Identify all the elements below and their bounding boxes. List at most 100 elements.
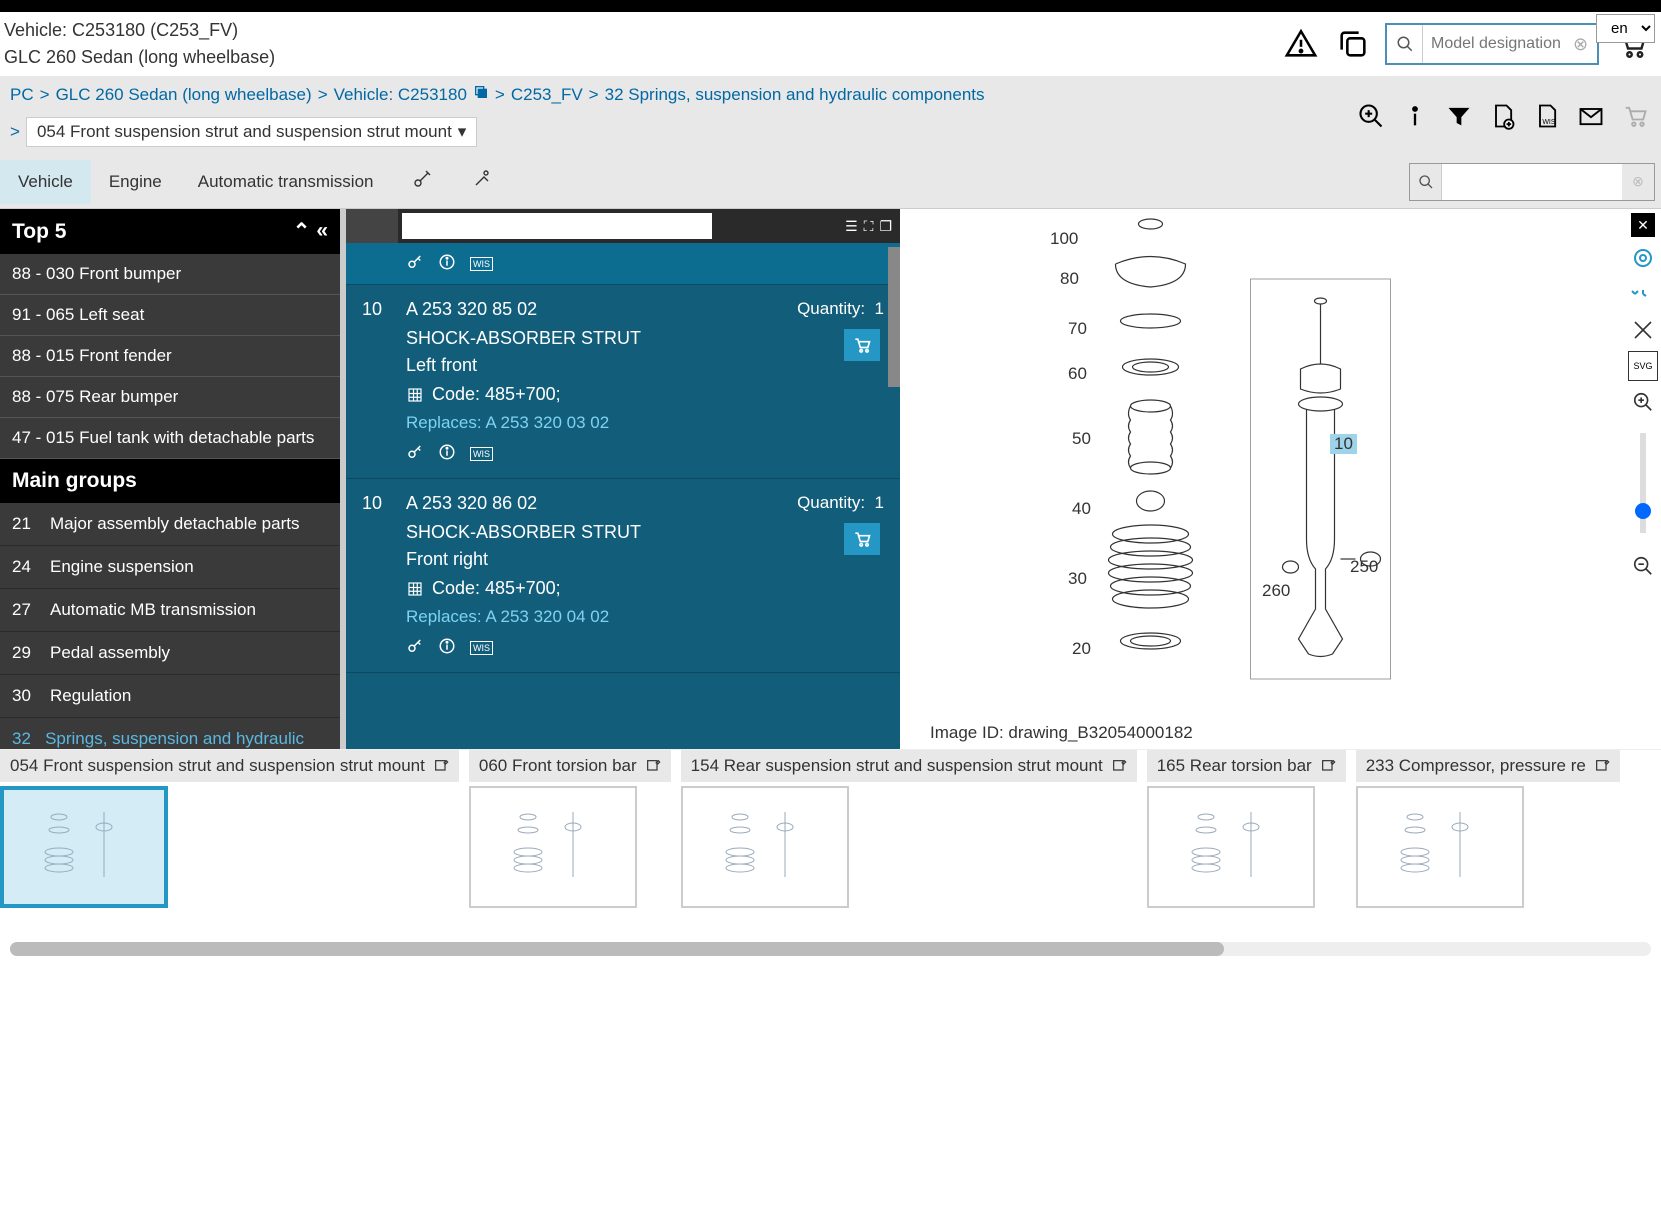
diagram-callout[interactable]: 100 [1050, 229, 1078, 249]
group-item[interactable]: 30Regulation [0, 675, 340, 718]
parts-filter-input[interactable] [402, 213, 712, 239]
diagram-callout[interactable]: 260 [1262, 581, 1290, 601]
collapse-icon[interactable]: « [316, 219, 328, 244]
crumb-model[interactable]: GLC 260 Sedan (long wheelbase) [56, 85, 312, 105]
group-item[interactable]: 29Pedal assembly [0, 632, 340, 675]
breadcrumb-current[interactable]: 054 Front suspension strut and suspensio… [26, 117, 477, 147]
parts-top-bar: ☰ ⛶ ❐ [346, 209, 900, 243]
zoom-out-icon[interactable] [1628, 551, 1658, 581]
tab-transmission[interactable]: Automatic transmission [180, 160, 392, 204]
scrollbar-thumb[interactable] [888, 247, 900, 387]
zoom-in-icon[interactable] [1355, 100, 1387, 132]
diagram-tools: ✕ SVG [1625, 209, 1661, 581]
zoom-in-icon[interactable] [1628, 387, 1658, 417]
sidebar: Top 5 ⌃ « 88 - 030 Front bumper91 - 065 … [0, 209, 340, 749]
group-item[interactable]: 27Automatic MB transmission [0, 589, 340, 632]
svg-icon[interactable]: SVG [1628, 351, 1658, 381]
breadcrumb-bar: PC > GLC 260 Sedan (long wheelbase) > Ve… [0, 76, 1661, 155]
top5-item[interactable]: 88 - 030 Front bumper [0, 254, 340, 295]
wis-small-icon[interactable]: WIS [470, 257, 493, 271]
tool-icon-1[interactable] [392, 155, 452, 208]
search-icon[interactable] [1387, 25, 1423, 63]
datacard-icon[interactable] [473, 84, 489, 105]
thumb-group[interactable]: 154 Rear suspension strut and suspension… [681, 750, 1137, 908]
history-icon[interactable] [1628, 279, 1658, 309]
toolbar-icons: WIS [1355, 100, 1651, 132]
image-id: Image ID: drawing_B32054000182 [930, 723, 1193, 743]
list-icon[interactable]: ☰ [845, 218, 858, 235]
top-black-bar [0, 0, 1661, 12]
close-icon[interactable]: ✕ [1631, 213, 1655, 237]
diagram-callout[interactable]: 40 [1072, 499, 1091, 519]
crumb-fv[interactable]: C253_FV [511, 85, 583, 105]
breadcrumb-separator: > [318, 85, 328, 105]
crumb-group[interactable]: 32 Springs, suspension and hydraulic com… [605, 85, 985, 105]
tab-engine[interactable]: Engine [91, 160, 180, 204]
thumb-group[interactable]: 054 Front suspension strut and suspensio… [0, 750, 459, 908]
horizontal-scrollbar[interactable] [10, 942, 1651, 956]
diagram-callout[interactable]: 50 [1072, 429, 1091, 449]
tab-vehicle[interactable]: Vehicle [0, 160, 91, 204]
warning-icon[interactable] [1281, 24, 1321, 64]
diagram-callout[interactable]: 70 [1068, 319, 1087, 339]
thumbnail-bar: 054 Front suspension strut and suspensio… [0, 749, 1661, 908]
clear-icon[interactable]: ⊗ [1573, 34, 1597, 55]
part-block[interactable]: 10A 253 320 86 02Quantity: 1 SHOCK-ABSOR… [346, 479, 900, 673]
expand-icon[interactable]: ⛶ [864, 218, 874, 235]
search-icon[interactable] [1410, 164, 1442, 200]
crumb-vehicle[interactable]: Vehicle: C253180 [334, 85, 467, 105]
filter-icon[interactable] [1443, 100, 1475, 132]
mini-search-input[interactable] [1442, 164, 1622, 200]
model-search-input[interactable] [1423, 25, 1573, 63]
wis-icon[interactable]: WIS [1531, 100, 1563, 132]
thumb-group[interactable]: 233 Compressor, pressure re [1356, 750, 1620, 908]
crumb-pc[interactable]: PC [10, 85, 34, 105]
diagram-callout[interactable]: 250 [1350, 557, 1378, 577]
breadcrumb-current-label: 054 Front suspension strut and suspensio… [37, 122, 452, 142]
tabs-bar: Vehicle Engine Automatic transmission ⊗ [0, 155, 1661, 209]
group-item[interactable]: 21Major assembly detachable parts [0, 503, 340, 546]
breadcrumb-separator: > [589, 85, 599, 105]
part-block[interactable]: 10A 253 320 85 02Quantity: 1 SHOCK-ABSOR… [346, 285, 900, 479]
diagram-svg [900, 209, 1661, 749]
breadcrumb-separator: > [10, 122, 20, 142]
diagram-callout[interactable]: 10 [1330, 434, 1357, 454]
thumb-group[interactable]: 165 Rear torsion bar [1147, 750, 1346, 908]
part-icons-header: WIS [346, 243, 900, 285]
copy-icon[interactable] [1333, 24, 1373, 64]
breadcrumb: PC > GLC 260 Sedan (long wheelbase) > Ve… [10, 84, 1345, 147]
top5-item[interactable]: 88 - 075 Rear bumper [0, 377, 340, 418]
chevron-up-icon[interactable]: ⌃ [293, 219, 311, 244]
scrollbar-thumb[interactable] [10, 942, 1224, 956]
popout-icon[interactable]: ❐ [879, 218, 892, 235]
key-icon[interactable] [406, 253, 424, 274]
tool-icon-2[interactable] [452, 155, 512, 208]
group-item[interactable]: 24Engine suspension [0, 546, 340, 589]
thumb-group[interactable]: 060 Front torsion bar [469, 750, 671, 908]
measure-icon[interactable] [1628, 315, 1658, 345]
top5-item[interactable]: 88 - 015 Front fender [0, 336, 340, 377]
zoom-slider[interactable] [1640, 433, 1646, 533]
diagram-callout[interactable]: 80 [1060, 269, 1079, 289]
language-select[interactable]: en [1596, 14, 1655, 43]
mail-icon[interactable] [1575, 100, 1607, 132]
add-to-cart-button[interactable] [844, 523, 880, 555]
diagram-callout[interactable]: 30 [1068, 569, 1087, 589]
clear-icon[interactable]: ⊗ [1622, 164, 1654, 200]
header: Vehicle: C253180 (C253_FV) GLC 260 Sedan… [0, 12, 1661, 76]
group-item[interactable]: 32Springs, suspension and hydraulic comp… [0, 718, 340, 749]
target-icon[interactable] [1628, 243, 1658, 273]
cart-icon[interactable] [1619, 100, 1651, 132]
parts-panel: ☰ ⛶ ❐ WIS 10A 253 320 85 02Quantity: 1 S… [340, 209, 900, 749]
diagram-callout[interactable]: 60 [1068, 364, 1087, 384]
info-icon[interactable] [1399, 100, 1431, 132]
parts-top-handle [346, 209, 398, 243]
add-to-cart-button[interactable] [844, 329, 880, 361]
diagram-callout[interactable]: 20 [1072, 639, 1091, 659]
model-search-box: ⊗ [1385, 23, 1599, 65]
top5-item[interactable]: 91 - 065 Left seat [0, 295, 340, 336]
diagram-panel: 100 80 70 60 50 40 30 20 10 250 260 Image ID: draw… [900, 209, 1661, 749]
document-icon[interactable] [1487, 100, 1519, 132]
info-circle-icon[interactable] [438, 253, 456, 274]
top5-item[interactable]: 47 - 015 Fuel tank with detachable parts [0, 418, 340, 459]
